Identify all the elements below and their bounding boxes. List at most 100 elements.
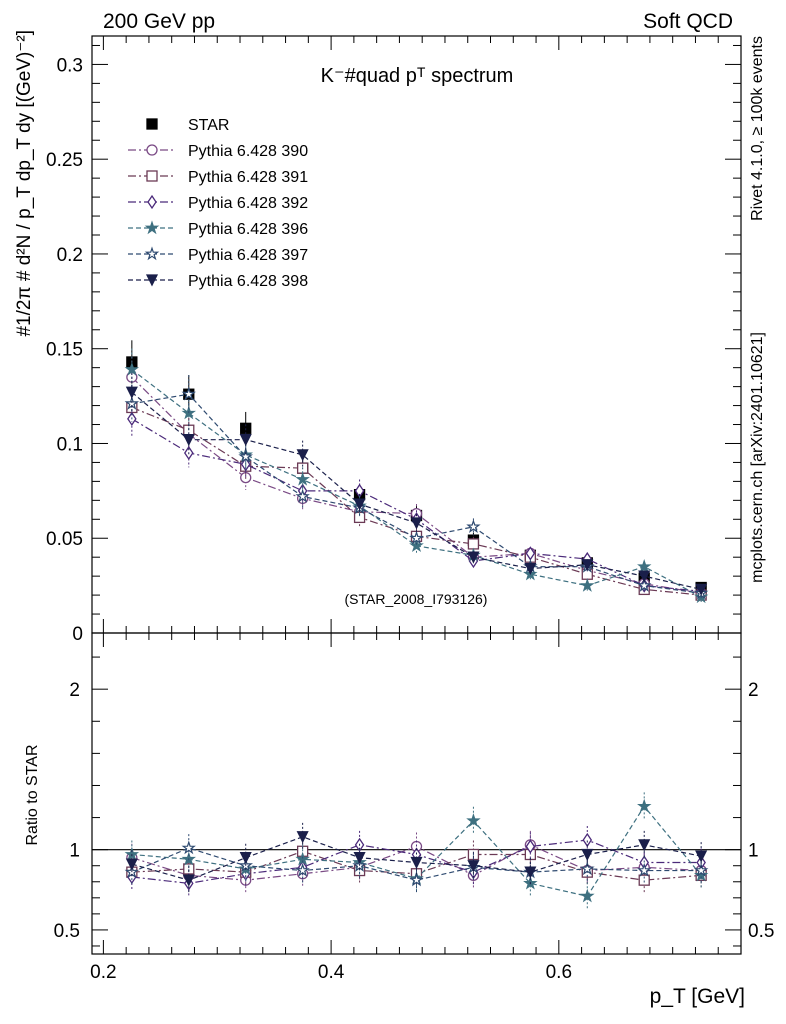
ratio-point	[410, 856, 423, 869]
data-point	[125, 386, 138, 399]
data-point	[638, 570, 651, 583]
data-point	[581, 559, 594, 572]
header-left: 200 GeV pp	[103, 10, 215, 33]
ratio-point	[581, 848, 594, 861]
legend-item: STAR	[146, 117, 229, 134]
legend: STAR Pythia 6.428 390 Pythia 6.428 391 Pyth…	[128, 117, 308, 290]
data-point	[524, 562, 537, 576]
data-point	[181, 386, 196, 401]
legend-item: Pythia 6.428 390	[128, 143, 308, 160]
legend-label: Pythia 6.428 392	[188, 195, 308, 212]
data-point	[295, 488, 310, 503]
ratio-point	[638, 874, 650, 886]
series-line	[131, 369, 702, 598]
data-point	[695, 583, 708, 596]
ratio-point	[353, 852, 366, 865]
data-point	[296, 449, 309, 462]
ratio-point	[693, 862, 709, 877]
ratio-point	[181, 840, 196, 855]
legend-marker	[146, 144, 158, 156]
ratio-series-5	[125, 822, 708, 895]
series-3	[127, 401, 706, 599]
legend-item: Pythia 6.428 396	[128, 220, 308, 238]
x-tick-label: 0.4	[318, 962, 345, 983]
y-tick-label: 0.3	[57, 55, 83, 76]
ratio-point	[124, 846, 140, 861]
y-tick-label: 0.1	[57, 434, 83, 455]
legend-label: Pythia 6.428 398	[188, 273, 308, 290]
ratio-series-layer	[124, 792, 709, 911]
series-line	[131, 391, 702, 590]
watermark: (STAR_2008_I793126)	[345, 591, 488, 607]
x-axis-label: p_T [GeV]	[650, 985, 745, 1008]
ratio-tick-label-right: 1	[748, 841, 759, 862]
ratio-point	[638, 839, 651, 852]
legend-marker	[146, 170, 158, 182]
ratio-point	[466, 813, 481, 827]
x-tick-label: 0.6	[546, 962, 572, 983]
y-tick-label: 0.25	[46, 150, 83, 171]
series-line	[131, 393, 702, 594]
series-0	[126, 340, 707, 594]
header-right: Soft QCD	[643, 10, 733, 33]
legend-marker	[144, 246, 160, 261]
data-point	[580, 578, 595, 592]
series-line	[131, 406, 702, 596]
legend-label: Pythia 6.428 397	[188, 247, 308, 264]
data-point	[239, 434, 252, 447]
legend-item: Pythia 6.428 398	[128, 273, 308, 290]
side-label-top: Rivet 4.1.0, ≥ 100k events	[749, 36, 766, 221]
ratio-tick-label-right: 2	[748, 680, 759, 701]
data-point	[637, 559, 652, 573]
data-point	[124, 361, 140, 376]
ratio-point	[580, 861, 595, 876]
ratio-tick-label-right: 0.5	[748, 921, 774, 942]
legend-label: STAR	[188, 117, 229, 134]
data-point	[637, 578, 652, 592]
ratio-point	[296, 831, 309, 844]
legend-marker	[144, 220, 160, 235]
ratio-point	[525, 839, 536, 854]
data-point	[467, 538, 480, 550]
axis-ticks: 0.2 0.4 0.6 0 0.05 0.1 0.15 0.2 0.25 0.3 0.5 0.5 1 1 2…	[46, 36, 774, 983]
series-line	[131, 376, 702, 594]
ratio-point	[467, 860, 480, 873]
data-point	[410, 517, 423, 530]
ratio-point	[637, 862, 652, 877]
series-2	[126, 389, 707, 601]
ratio-tick-label: 1	[69, 841, 80, 862]
y-tick-label: 0.2	[57, 245, 83, 266]
ratio-axis-label: Ratio to STAR	[24, 744, 41, 845]
ratio-point	[182, 874, 195, 887]
data-point	[409, 530, 424, 545]
ratio-point	[239, 852, 252, 865]
series-4	[124, 348, 709, 604]
side-label-bottom: mcplots.cern.ch [arXiv:2401.10621]	[749, 332, 766, 583]
legend-marker	[145, 274, 159, 287]
y-axis-label: #1/2π # d²N / p_T dp_T dy [(GeV)⁻²]	[14, 30, 35, 337]
legend-marker	[146, 118, 158, 130]
chart-title: K⁻#quad pᵀ spectrum	[321, 65, 514, 87]
legend-item: Pythia 6.428 391	[128, 169, 308, 186]
legend-marker	[147, 194, 157, 210]
data-point	[467, 551, 480, 564]
ratio-point	[295, 862, 310, 877]
data-point	[353, 498, 366, 511]
legend-label: Pythia 6.428 391	[188, 169, 308, 186]
data-point	[466, 519, 481, 534]
ratio-point	[580, 888, 595, 903]
ratio-plot-frame	[91, 632, 742, 955]
series-1	[126, 356, 707, 599]
ratio-point	[125, 858, 138, 871]
x-tick-label: 0.2	[90, 962, 116, 983]
legend-item: Pythia 6.428 397	[128, 246, 308, 264]
data-point	[238, 449, 253, 463]
y-tick-label: 0.15	[46, 340, 83, 361]
ratio-point	[637, 798, 652, 813]
ratio-tick-label: 0.5	[54, 921, 80, 942]
ratio-point	[409, 872, 424, 887]
data-point	[182, 434, 195, 447]
main-series-layer	[124, 340, 709, 604]
legend-label: Pythia 6.428 390	[188, 143, 308, 160]
